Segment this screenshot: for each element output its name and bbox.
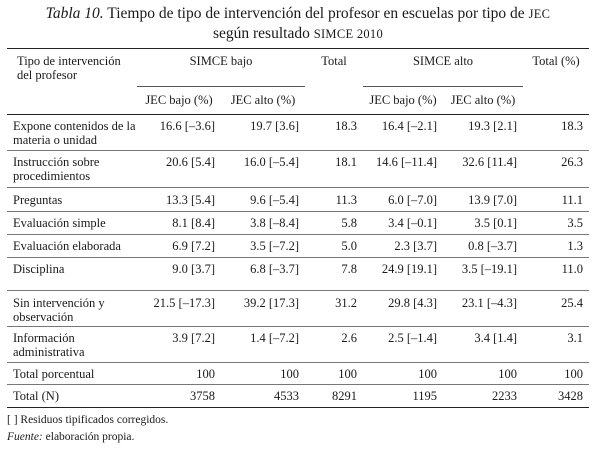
header-total: Total: [321, 54, 347, 68]
caption-title: Tiempo de tipo de intervención del profe…: [107, 5, 529, 22]
table-row: Total porcentual 100 100 100 100 100 100: [7, 363, 590, 385]
caption-simce: SIMCE 2010: [313, 27, 384, 41]
table-row: Evaluación elaborada 6.9 [7.2] 3.5 [–7.2…: [7, 235, 590, 258]
header-jec-alto-2: JEC alto (%): [450, 93, 516, 107]
table-row: Instrucción sobre procedimientos 20.6 [5…: [7, 151, 590, 188]
header-total-pct: Total (%): [532, 54, 580, 68]
table-row: Disciplina 9.0 [3.7] 6.8 [–3.7] 7.8 24.9…: [7, 258, 590, 291]
source-note: Fuente: elaboración propia.: [7, 429, 168, 446]
header-simce-alto: SIMCE alto: [363, 48, 524, 87]
header-simce-bajo: SIMCE bajo: [137, 48, 306, 87]
residuals-note: [ ] Residuos tipificados corregidos.: [7, 414, 169, 426]
header-row-1: Tipo de intervención del profesor SIMCE …: [7, 48, 590, 87]
table-row: Evaluación simple 8.1 [8.4] 3.8 [–8.4] 5…: [7, 212, 590, 235]
header-row-2: JEC bajo (%) JEC alto (%) JEC bajo (%) J…: [7, 87, 590, 115]
source-label: Fuente:: [7, 431, 43, 443]
table-row: Preguntas 13.3 [5.4] 9.6 [–5.4] 11.3 6.0…: [7, 188, 590, 212]
source-text: elaboración propia.: [42, 431, 135, 443]
table-row: Sin intervención y observación 21.5 [–17…: [7, 291, 590, 327]
table-row: Información administrativa 3.9 [7.2] 1.4…: [7, 327, 590, 363]
results-table: Tipo de intervención del profesor SIMCE …: [7, 48, 590, 408]
header-jec-bajo-2: JEC bajo (%): [369, 93, 437, 107]
table-row: Expone contenidos de la materia o unidad…: [7, 115, 590, 151]
header-intervention-type: Tipo de intervención del profesor: [17, 54, 121, 82]
header-jec-alto-1: JEC alto (%): [230, 93, 296, 107]
table-number: Tabla 10.: [45, 5, 104, 22]
table-row: Total (N) 3758 4533 8291 1195 2233 3428: [7, 385, 590, 408]
caption-jec: JEC: [528, 7, 551, 21]
footnotes: [ ] Residuos tipificados corregidos. Fue…: [7, 412, 168, 446]
table-caption: Tabla 10. Tiempo de tipo de intervención…: [0, 4, 596, 44]
caption-line2: según resultado: [212, 25, 314, 42]
header-jec-bajo-1: JEC bajo (%): [145, 93, 213, 107]
